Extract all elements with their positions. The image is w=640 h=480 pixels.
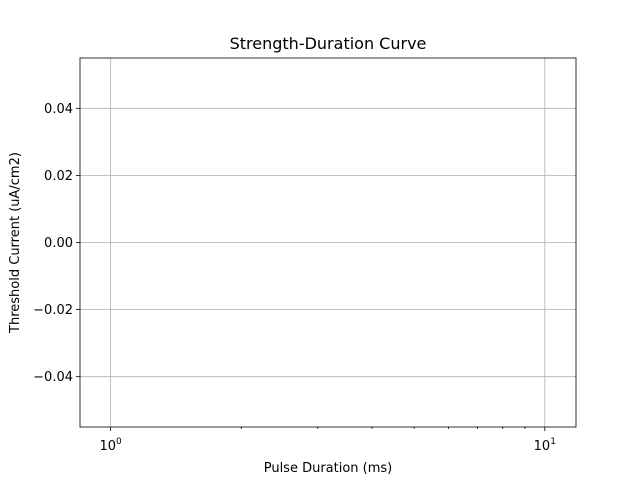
- y-tick-label: −0.04: [33, 370, 73, 385]
- x-tick-label-base: 10: [100, 439, 117, 454]
- chart-title: Strength-Duration Curve: [230, 34, 427, 53]
- x-tick-label-exponent: 0: [116, 437, 122, 447]
- grid-layer: [80, 58, 576, 427]
- y-tick-label: −0.02: [33, 303, 73, 318]
- x-axis-label: Pulse Duration (ms): [264, 461, 393, 476]
- y-tick-label: 0.04: [44, 102, 73, 117]
- x-tick-label: 101: [534, 437, 556, 454]
- x-tick-label-base: 10: [534, 439, 551, 454]
- y-tick-label: 0.02: [44, 169, 73, 184]
- x-tick-label: 100: [100, 437, 123, 454]
- plot-area: [76, 57, 577, 431]
- x-tick-label-exponent: 1: [550, 437, 556, 447]
- y-tick-label: 0.00: [44, 236, 73, 251]
- y-axis-label: Threshold Current (uA/cm2): [8, 152, 23, 334]
- tick-layer: [76, 107, 546, 431]
